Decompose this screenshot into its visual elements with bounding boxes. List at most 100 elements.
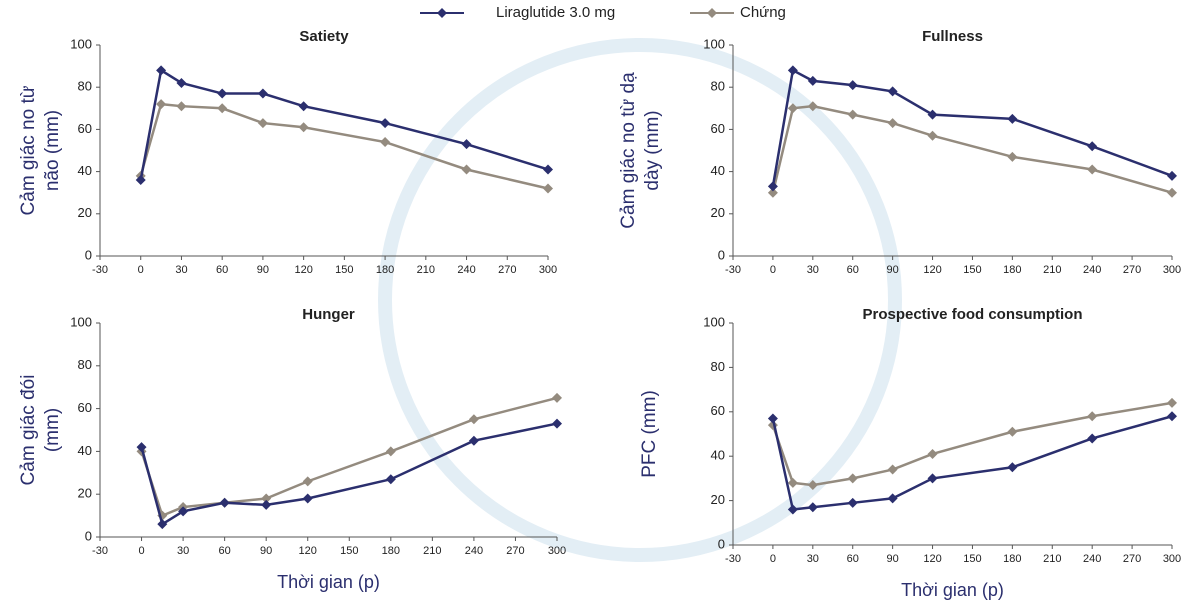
x-axis-label: Thời gian (p) (277, 572, 380, 592)
x-tick-label: 90 (260, 545, 272, 557)
point (1167, 411, 1177, 421)
point (380, 118, 390, 128)
y-tick-label: 100 (70, 314, 92, 329)
y-tick-label: 0 (85, 247, 92, 262)
x-tick-label: 240 (457, 264, 475, 276)
x-tick-label: 180 (376, 264, 394, 276)
legend-marker (437, 8, 447, 18)
y-tick-label: 0 (718, 536, 725, 551)
legend-label: Liraglutide 3.0 mg (496, 4, 615, 21)
point (1007, 462, 1017, 472)
x-tick-label: 0 (770, 264, 776, 276)
point (220, 498, 230, 508)
x-tick-label: 150 (963, 264, 981, 276)
y-axis-label: Cảm giác no từ (18, 85, 39, 215)
x-tick-label: 90 (887, 264, 899, 276)
y-tick-label: 80 (78, 357, 92, 372)
x-tick-label: 150 (340, 545, 358, 557)
point (848, 473, 858, 483)
y-tick-label: 80 (711, 79, 725, 94)
y-tick-label: 0 (85, 528, 92, 543)
point (928, 110, 938, 120)
legend-label: Chứng (740, 4, 786, 21)
x-tick-label: 0 (138, 264, 144, 276)
point (928, 449, 938, 459)
y-tick-label: 80 (78, 79, 92, 94)
x-tick-label: 0 (770, 553, 776, 565)
point (303, 476, 313, 486)
point (1167, 188, 1177, 198)
x-tick-label: 210 (1043, 264, 1061, 276)
chart-title: Satiety (299, 28, 349, 45)
x-tick-label: 270 (506, 545, 524, 557)
series-line (141, 104, 548, 188)
point (543, 164, 553, 174)
y-tick-label: 100 (703, 314, 725, 329)
y-tick-label: 20 (78, 205, 92, 220)
point (888, 86, 898, 96)
x-tick-label: 120 (294, 264, 312, 276)
chart-title: Prospective food consumption (862, 306, 1082, 323)
x-axis-label: Thời gian (p) (901, 580, 1004, 600)
point (1167, 398, 1177, 408)
x-tick-label: 270 (1123, 264, 1141, 276)
point (888, 493, 898, 503)
point (261, 500, 271, 510)
point (303, 493, 313, 503)
x-tick-label: 300 (1163, 264, 1181, 276)
point (848, 498, 858, 508)
chart-title: Fullness (922, 28, 983, 45)
y-tick-label: 60 (78, 400, 92, 415)
point (808, 502, 818, 512)
y-tick-label: 20 (711, 205, 725, 220)
x-tick-label: 30 (175, 264, 187, 276)
series-line (142, 398, 557, 516)
legend-marker (707, 8, 717, 18)
point (808, 76, 818, 86)
x-tick-label: -30 (92, 264, 108, 276)
point (1087, 164, 1097, 174)
y-tick-label: 60 (711, 121, 725, 136)
y-axis-label: não (mm) (42, 110, 63, 191)
y-tick-label: 0 (718, 247, 725, 262)
x-tick-label: 240 (1083, 264, 1101, 276)
x-tick-label: 270 (498, 264, 516, 276)
x-tick-label: 60 (847, 264, 859, 276)
y-tick-label: 60 (711, 403, 725, 418)
x-tick-label: 300 (548, 545, 566, 557)
point (380, 137, 390, 147)
y-axis-label: dày (mm) (642, 110, 663, 190)
y-axis-label: (mm) (42, 408, 63, 452)
point (928, 131, 938, 141)
point (928, 473, 938, 483)
point (386, 446, 396, 456)
y-axis-label: Cảm giác no từ dạ (618, 72, 639, 229)
point (1167, 171, 1177, 181)
x-tick-label: 210 (423, 545, 441, 557)
point (848, 110, 858, 120)
point (888, 465, 898, 475)
point (299, 101, 309, 111)
y-tick-label: 100 (703, 36, 725, 51)
chart-title: Hunger (302, 306, 355, 323)
point (176, 101, 186, 111)
x-tick-label: 120 (923, 553, 941, 565)
y-tick-label: 20 (711, 492, 725, 507)
series-line (773, 106, 1172, 193)
point (1087, 433, 1097, 443)
point (552, 419, 562, 429)
point (469, 436, 479, 446)
x-tick-label: 300 (539, 264, 557, 276)
x-tick-label: 240 (465, 545, 483, 557)
x-tick-label: -30 (725, 264, 741, 276)
point (1007, 152, 1017, 162)
y-tick-label: 40 (711, 448, 725, 463)
point (543, 183, 553, 193)
x-tick-label: 60 (216, 264, 228, 276)
point (1007, 114, 1017, 124)
point (848, 80, 858, 90)
point (462, 164, 472, 174)
x-tick-label: 300 (1163, 553, 1181, 565)
x-tick-label: 90 (887, 553, 899, 565)
point (1087, 411, 1097, 421)
